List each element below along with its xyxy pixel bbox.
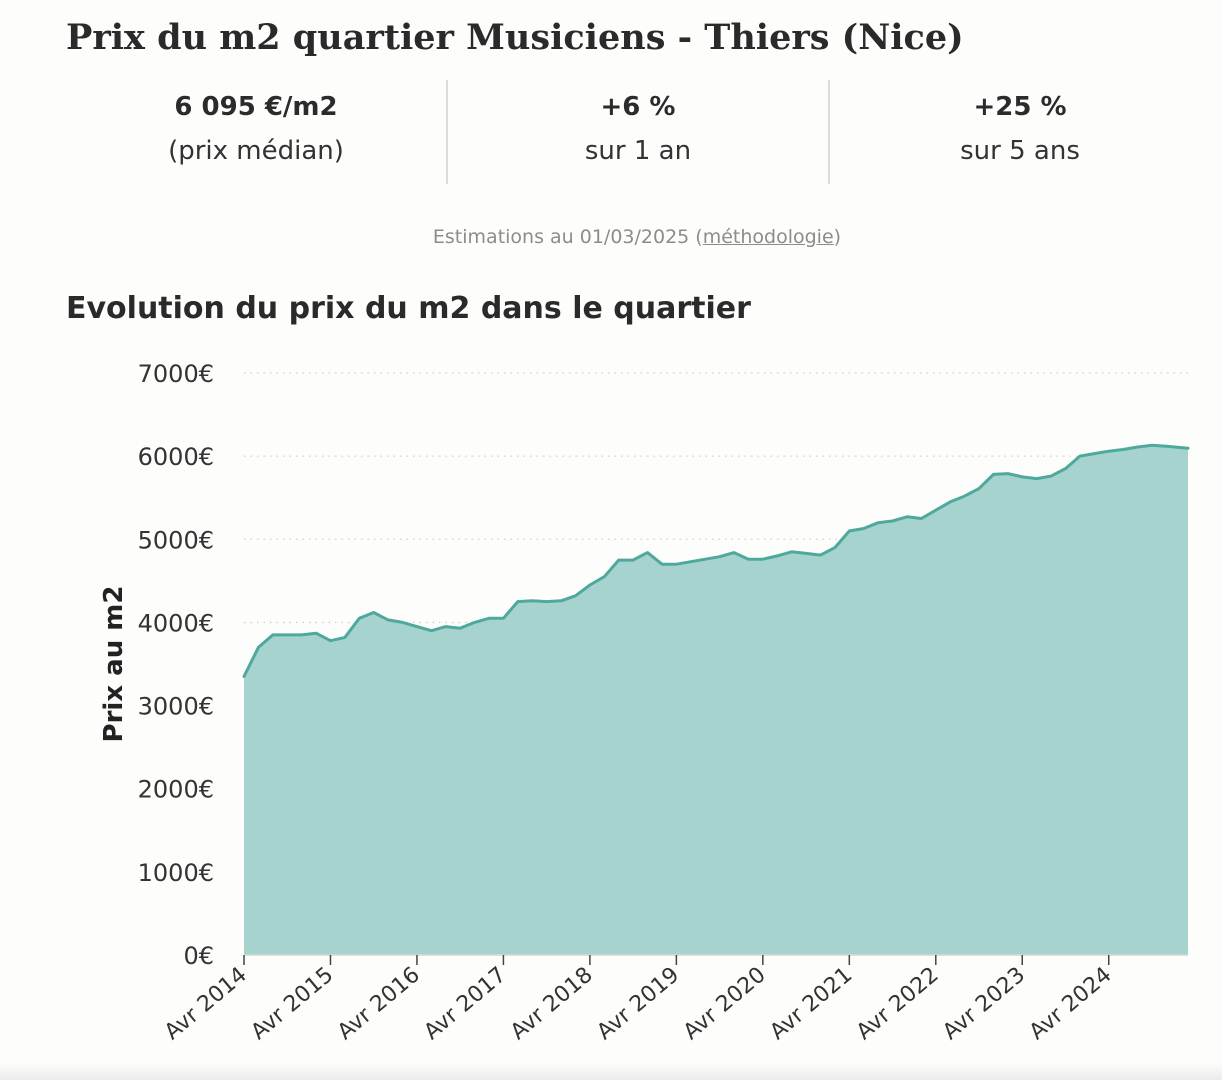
x-tick-label: Avr 2019 [592,962,684,1045]
stat-median-price: 6 095 €/m2 (prix médian) [66,80,448,184]
section-title: Evolution du prix du m2 dans le quartier [66,291,751,326]
stat-value: +25 % [973,92,1067,122]
bottom-fade [0,1062,1222,1080]
stats-panel: 6 095 €/m2 (prix médian) +6 % sur 1 an +… [66,80,1210,184]
methodology-link[interactable]: méthodologie [702,226,834,248]
stat-value: 6 095 €/m2 [174,92,338,122]
y-tick-label: 2000€ [138,776,214,804]
estimation-text: Estimations au 01/03/2025 ( [432,226,703,248]
area-fill [244,445,1188,955]
x-tick-label: Avr 2018 [506,962,598,1045]
x-tick-label: Avr 2020 [679,962,771,1045]
estimation-note: Estimations au 01/03/2025 (méthodologie) [0,226,1222,248]
stat-five-years: +25 % sur 5 ans [830,80,1210,184]
x-tick-label: Avr 2014 [160,962,252,1045]
estimation-close: ) [833,226,842,248]
x-tick-label: Avr 2022 [852,962,944,1045]
x-tick-label: Avr 2015 [247,962,339,1045]
stat-label: (prix médian) [168,136,344,166]
page-title: Prix du m2 quartier Musiciens - Thiers (… [66,17,964,58]
stat-label: sur 1 an [584,136,692,166]
y-tick-label: 5000€ [138,526,214,554]
x-tick-label: Avr 2024 [1025,962,1117,1045]
stat-label: sur 5 ans [960,136,1080,166]
stat-value: +6 % [600,92,676,122]
x-tick-label: Avr 2023 [938,962,1030,1045]
y-tick-label: 0€ [183,942,214,970]
y-tick-label: 6000€ [138,443,214,471]
y-tick-label: 7000€ [138,360,214,388]
y-tick-label: 1000€ [138,859,214,887]
price-line [242,443,1190,678]
y-tick-label: 4000€ [138,609,214,637]
stat-one-year: +6 % sur 1 an [448,80,830,184]
y-axis-label: Prix au m2 [99,586,129,743]
x-tick-label: Avr 2016 [333,962,425,1045]
y-tick-label: 3000€ [138,693,214,721]
x-tick-label: Avr 2017 [420,962,512,1045]
x-tick-label: Avr 2021 [765,962,857,1045]
